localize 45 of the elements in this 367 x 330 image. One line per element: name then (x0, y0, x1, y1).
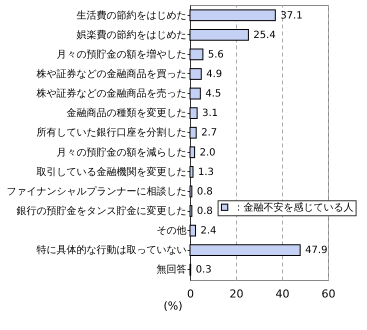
y-tick-label: 取引している金融機関を変更した (36, 166, 186, 178)
text: 2.0 (200, 147, 216, 158)
x-tick-label: 20 (230, 288, 244, 300)
bar (190, 9, 276, 22)
y-tick-label: その他 (156, 224, 186, 237)
text: 2.7 (201, 128, 218, 139)
text: 0.3 (196, 264, 212, 276)
bar (190, 146, 196, 158)
text: 0.8 (196, 186, 213, 198)
y-tick-label: 株や証券などの金融商品を売った (36, 88, 186, 100)
text: 4.9 (206, 68, 222, 80)
x-tick-label: 40 (276, 288, 290, 300)
text: 2.4 (200, 226, 216, 237)
x-tick-label: 60 (322, 288, 336, 300)
text: 1.3 (198, 166, 214, 178)
y-tick-label: 無回答 (156, 264, 186, 276)
x-axis-title: (%) (163, 300, 182, 312)
legend-label: ：金融不安を感じている人 (234, 201, 354, 214)
text: 25.4 (253, 30, 276, 41)
text: 5.6 (208, 49, 224, 60)
bar (190, 166, 194, 178)
text: 47.9 (305, 245, 328, 256)
bar (190, 224, 196, 236)
bar (190, 107, 198, 120)
y-tick-label: 月々の預貯金の額を増やした (56, 48, 186, 60)
text: 0.8 (196, 206, 213, 218)
text: 4.5 (205, 88, 222, 100)
text: 3.1 (202, 108, 218, 120)
y-tick-label: 娯楽費の節約をはじめた (76, 28, 186, 41)
bar (190, 48, 204, 60)
bar (190, 28, 249, 41)
x-tick-label: 0 (187, 288, 194, 300)
y-tick-label: 金融商品の種類を変更した (66, 107, 186, 120)
y-tick-label: 生活費の節約をはじめた (76, 9, 186, 22)
y-tick-label: 月々の預貯金の額を減らした (56, 146, 186, 158)
y-tick-label: ファイナンシャルプランナーに相談した (6, 185, 186, 198)
bar (190, 244, 301, 256)
bar (190, 88, 201, 100)
y-tick-label: 株や証券などの金融商品を買った (36, 68, 186, 80)
bar (190, 68, 202, 80)
y-tick-label: 銀行の預貯金をタンス貯金に変更した (16, 205, 186, 218)
bar (190, 126, 197, 139)
y-tick-label: 特に具体的な行動は取っていない (36, 244, 186, 256)
y-tick-label: 所有していた銀行口座を分割した (36, 126, 186, 139)
text: 37.1 (280, 10, 303, 22)
